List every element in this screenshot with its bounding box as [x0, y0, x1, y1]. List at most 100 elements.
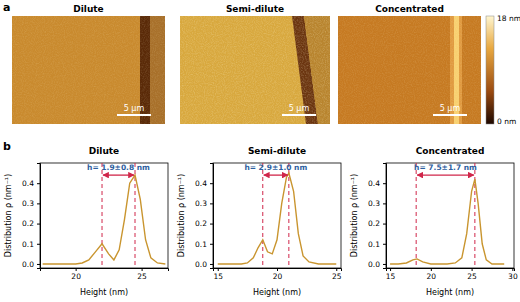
y-tick-label: 0.0	[368, 260, 380, 269]
x-axis-line	[387, 269, 515, 272]
height-arrow	[264, 174, 288, 175]
colorbar-label: 0 nm	[497, 117, 516, 126]
y-tick-label: 0.2	[368, 219, 380, 228]
image-texture	[338, 16, 481, 124]
data-line	[43, 175, 166, 264]
colorbar-label: 18 nm	[497, 14, 520, 23]
x-axis-line	[214, 269, 342, 272]
y-axis: 0.00.10.20.30.4	[195, 164, 213, 269]
panel-label: a	[3, 1, 10, 14]
y-axis-line	[210, 164, 214, 269]
y-tick: 0.4	[195, 179, 213, 188]
y-tick-label: 0.4	[195, 179, 207, 188]
y-tick-label: 0.4	[22, 179, 34, 188]
image-base	[12, 16, 165, 124]
scale-bar-label: 5 µm	[440, 104, 461, 113]
y-axis: 0.0 0.1 0.2 0.3 0.4	[22, 164, 40, 269]
x-tick-label: 30	[508, 272, 518, 281]
y-tick: 0.2	[368, 219, 386, 228]
image-base	[180, 16, 330, 124]
y-tick: 0.0	[368, 260, 386, 269]
y-tick-mark	[210, 203, 213, 204]
chart: 1520250.00.10.20.30.4Semi-diluteHeight (…	[177, 146, 342, 297]
y-tick: 0.1	[195, 240, 213, 249]
y-tick: 0.4	[22, 179, 40, 188]
chart-title: Dilute	[89, 146, 119, 156]
image-base	[338, 16, 481, 124]
y-tick-mark	[210, 264, 213, 265]
afm-image	[180, 16, 330, 124]
background	[0, 0, 520, 302]
x-tick: 25	[332, 268, 342, 281]
x-axis-title: Height (nm)	[253, 288, 301, 297]
x-tick: 25	[467, 268, 477, 281]
image-title: Dilute	[73, 4, 103, 14]
y-tick-label: 0.4	[368, 179, 380, 188]
x-tick-mark	[336, 268, 337, 271]
chart-title: Concentrated	[416, 146, 485, 156]
reference-line	[262, 163, 263, 268]
chart-title: Semi-dilute	[248, 146, 306, 156]
y-tick-label: 0.0	[22, 260, 34, 269]
reference-line	[474, 163, 475, 268]
scale-bar	[433, 114, 467, 116]
x-tick: 25	[137, 268, 147, 281]
x-tick: 20	[427, 268, 437, 281]
y-tick-label: 0.2	[195, 219, 207, 228]
y-tick-mark	[37, 264, 40, 265]
afm-image	[12, 16, 165, 124]
image-texture	[12, 16, 165, 124]
y-tick-label: 0.3	[195, 199, 207, 208]
x-axis-title: Height (nm)	[426, 288, 474, 297]
plot-frame	[40, 163, 168, 268]
y-tick-mark	[383, 203, 386, 204]
y-tick-mark	[37, 203, 40, 204]
y-tick-label: 0.1	[22, 240, 34, 249]
x-axis: 15 20 25 30	[386, 268, 518, 281]
y-tick: 0.1	[22, 240, 40, 249]
annotation: h= 1.9±0.8 nm	[87, 163, 150, 172]
x-tick: 15	[386, 268, 396, 281]
x-tick-mark	[76, 268, 77, 271]
afm-image	[338, 16, 481, 124]
y-axis-title: Distribution ρ (nm⁻¹)	[177, 174, 186, 257]
y-tick-mark	[210, 244, 213, 245]
x-tick-mark	[218, 268, 219, 271]
scale-bar-label: 5 µm	[124, 104, 145, 113]
annotation: h= 2.9±1.0 nm	[244, 163, 307, 172]
y-tick: 0.3	[22, 199, 40, 208]
y-tick-mark	[383, 264, 386, 265]
x-tick-mark	[390, 268, 391, 271]
reference-line	[288, 163, 289, 268]
image-title: Concentrated	[375, 4, 444, 14]
x-axis-title: Height (nm)	[80, 288, 128, 297]
y-axis: 0.00.10.20.30.4	[368, 164, 386, 269]
plot-frame	[213, 163, 341, 268]
y-axis-line	[37, 164, 41, 269]
y-axis-title: Distribution ρ (nm⁻¹)	[350, 174, 359, 257]
image-title: Semi-dilute	[226, 4, 284, 14]
y-tick-mark	[37, 224, 40, 225]
x-tick-mark	[472, 268, 473, 271]
y-tick-label: 0.3	[368, 199, 380, 208]
x-tick: 30	[508, 268, 518, 281]
data-line	[390, 179, 504, 264]
x-tick-mark	[512, 268, 513, 271]
y-tick-label: 0.1	[195, 240, 207, 249]
y-tick-mark	[383, 183, 386, 184]
reference-line	[102, 163, 103, 268]
y-tick: 0.2	[22, 219, 40, 228]
y-tick-label: 0.2	[22, 219, 34, 228]
colorbar	[486, 16, 494, 124]
height-arrow	[417, 174, 474, 175]
reference-line	[416, 163, 417, 268]
image-texture	[180, 16, 330, 124]
x-tick-mark	[431, 268, 432, 271]
x-axis: 152025	[213, 268, 341, 281]
y-tick-mark	[210, 224, 213, 225]
y-tick-mark	[383, 224, 386, 225]
x-tick-mark	[277, 268, 278, 271]
x-tick-label: 25	[467, 272, 477, 281]
x-tick: 20	[71, 268, 81, 281]
x-tick-label: 15	[213, 272, 223, 281]
